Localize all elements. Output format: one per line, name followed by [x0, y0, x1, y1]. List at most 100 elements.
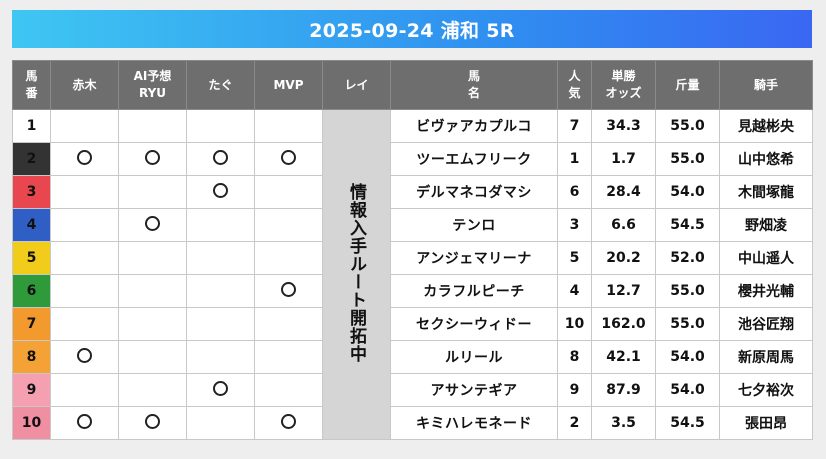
odds: 12.7 [591, 274, 656, 308]
mark-akagi [50, 373, 119, 407]
mark-tagu [186, 109, 255, 143]
col-horse: 馬名 [390, 60, 558, 110]
table-body: 1 情報入手ルート開拓中 ビヴァアカプルコ 7 34.3 55.0 見越彬央 2 ツーエムフリー… [12, 109, 813, 440]
weight: 55.0 [655, 142, 720, 176]
horse-name: カラフルピーチ [390, 274, 558, 308]
col-tagu: たぐ [186, 60, 255, 110]
jockey-name: 野畑凌 [719, 208, 813, 242]
jockey-name: 見越彬央 [719, 109, 813, 143]
mark-akagi [50, 406, 119, 440]
mark-mvp [254, 175, 323, 209]
mark-tagu [186, 307, 255, 341]
mark-ai [118, 241, 187, 275]
rei-note-cell: 情報入手ルート開拓中 [322, 109, 391, 440]
weight: 54.5 [655, 208, 720, 242]
race-title-banner: 2025-09-24 浦和 5R [12, 10, 812, 48]
popularity: 9 [557, 373, 592, 407]
col-odds: 単勝 オッズ [591, 60, 656, 110]
mark-ai [118, 307, 187, 341]
odds: 6.6 [591, 208, 656, 242]
odds: 20.2 [591, 241, 656, 275]
jockey-name: 木間塚龍 [719, 175, 813, 209]
circle-mark-icon [145, 215, 160, 231]
mark-tagu [186, 406, 255, 440]
col-rei: レイ [322, 60, 391, 110]
weight: 52.0 [655, 241, 720, 275]
mark-ai [118, 109, 187, 143]
mark-tagu [186, 208, 255, 242]
mark-ai [118, 340, 187, 374]
popularity: 5 [557, 241, 592, 275]
mark-mvp [254, 373, 323, 407]
popularity: 4 [557, 274, 592, 308]
circle-mark-icon [213, 380, 228, 396]
horse-number: 10 [12, 406, 51, 440]
col-popularity: 人気 [557, 60, 592, 110]
horse-number: 5 [12, 241, 51, 275]
mark-ai [118, 406, 187, 440]
weight: 55.0 [655, 109, 720, 143]
horse-number: 2 [12, 142, 51, 176]
horse-name: アサンテギア [390, 373, 558, 407]
circle-mark-icon [281, 149, 296, 165]
table-header-row: 馬番 赤木 AI予想 RYU たぐ MVP レイ 馬名 人気 単勝 オッズ 斤量 騎… [12, 60, 813, 110]
col-jockey: 騎手 [719, 60, 813, 110]
col-weight: 斤量 [655, 60, 720, 110]
mark-ai [118, 142, 187, 176]
table-row: 5 アンジェマリーナ 5 20.2 52.0 中山遥人 [12, 241, 813, 275]
odds: 3.5 [591, 406, 656, 440]
table-row: 3 デルマネコダマシ 6 28.4 54.0 木間塚龍 [12, 175, 813, 209]
circle-mark-icon [281, 281, 296, 297]
weight: 54.5 [655, 406, 720, 440]
jockey-name: 中山遥人 [719, 241, 813, 275]
odds: 42.1 [591, 340, 656, 374]
popularity: 6 [557, 175, 592, 209]
table-row: 1 情報入手ルート開拓中 ビヴァアカプルコ 7 34.3 55.0 見越彬央 [12, 109, 813, 440]
odds: 28.4 [591, 175, 656, 209]
table-row: 4 テンロ 3 6.6 54.5 野畑凌 [12, 208, 813, 242]
circle-mark-icon [77, 347, 92, 363]
horse-number: 4 [12, 208, 51, 242]
mark-ai [118, 175, 187, 209]
jockey-name: 七夕裕次 [719, 373, 813, 407]
circle-mark-icon [213, 182, 228, 198]
mark-tagu [186, 241, 255, 275]
circle-mark-icon [145, 413, 160, 429]
mark-tagu [186, 340, 255, 374]
col-akagi: 赤木 [50, 60, 119, 110]
mark-akagi [50, 208, 119, 242]
popularity: 10 [557, 307, 592, 341]
popularity: 8 [557, 340, 592, 374]
weight: 55.0 [655, 274, 720, 308]
mark-mvp [254, 307, 323, 341]
mark-mvp [254, 142, 323, 176]
circle-mark-icon [281, 413, 296, 429]
popularity: 7 [557, 109, 592, 143]
horse-number: 7 [12, 307, 51, 341]
horse-number: 9 [12, 373, 51, 407]
popularity: 1 [557, 142, 592, 176]
weight: 54.0 [655, 373, 720, 407]
mark-ai [118, 208, 187, 242]
jockey-name: 張田昂 [719, 406, 813, 440]
circle-mark-icon [77, 413, 92, 429]
rei-note-text: 情報入手ルート開拓中 [346, 182, 366, 363]
horse-number: 8 [12, 340, 51, 374]
mark-mvp [254, 241, 323, 275]
mark-tagu [186, 373, 255, 407]
horse-name: アンジェマリーナ [390, 241, 558, 275]
horse-name: キミハレモネード [390, 406, 558, 440]
col-umaban: 馬番 [12, 60, 51, 110]
horse-number: 1 [12, 109, 51, 143]
mark-akagi [50, 109, 119, 143]
table-row: 7 セクシーウィドー 10 162.0 55.0 池谷匠翔 [12, 307, 813, 341]
mark-akagi [50, 274, 119, 308]
table-row: 9 アサンテギア 9 87.9 54.0 七夕裕次 [12, 373, 813, 407]
mark-akagi [50, 175, 119, 209]
odds: 87.9 [591, 373, 656, 407]
mark-akagi [50, 307, 119, 341]
jockey-name: 櫻井光輔 [719, 274, 813, 308]
table-row: 10 キミハレモネード 2 3.5 54.5 張田昂 [12, 406, 813, 440]
mark-ai [118, 274, 187, 308]
mark-tagu [186, 274, 255, 308]
